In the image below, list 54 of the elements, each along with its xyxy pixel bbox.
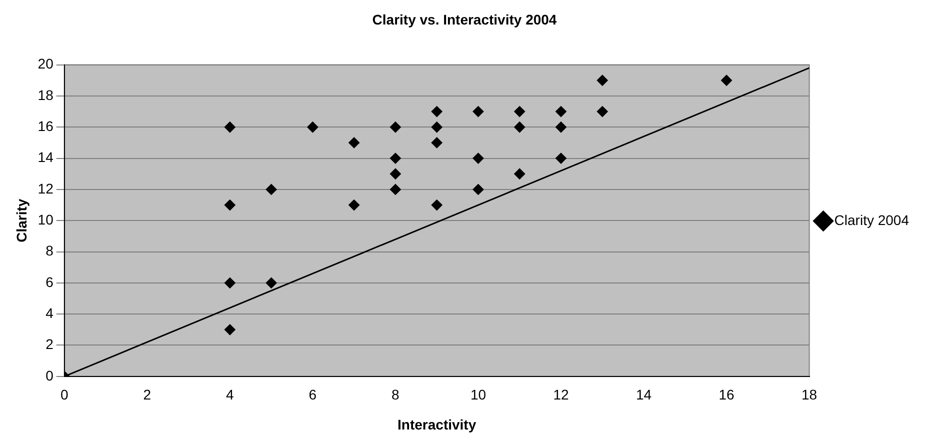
x-tick-label: 8 bbox=[392, 386, 400, 403]
x-tick-label: 14 bbox=[636, 386, 652, 403]
y-tick-label: 4 bbox=[46, 304, 54, 321]
x-tick-label: 16 bbox=[718, 386, 735, 403]
point bbox=[224, 324, 236, 336]
point bbox=[514, 122, 526, 133]
point bbox=[431, 137, 442, 148]
x-tick-label: 0 bbox=[60, 386, 68, 403]
point bbox=[431, 200, 442, 211]
point bbox=[514, 106, 526, 118]
y-tick-label: 2 bbox=[46, 336, 54, 352]
point bbox=[431, 106, 442, 118]
point bbox=[472, 152, 484, 164]
point bbox=[348, 200, 360, 211]
x-tick-label: 18 bbox=[802, 386, 818, 403]
x-tick-label: 10 bbox=[470, 386, 486, 403]
point bbox=[390, 122, 401, 133]
y-tick-label: 0 bbox=[46, 367, 54, 384]
point bbox=[390, 168, 401, 180]
point bbox=[224, 200, 236, 211]
chart-title: Clarity vs. Interactivity 2004 bbox=[372, 11, 557, 28]
point bbox=[431, 122, 442, 133]
x-tick-label: 12 bbox=[553, 386, 569, 403]
y-tick-label: 12 bbox=[38, 180, 54, 196]
y-tick-label: 10 bbox=[38, 211, 54, 228]
point bbox=[348, 137, 360, 148]
y-tick-label: 20 bbox=[38, 56, 54, 72]
y-tick-label: 18 bbox=[38, 86, 54, 103]
point bbox=[721, 74, 732, 86]
point bbox=[224, 122, 236, 133]
x-tick-label: 6 bbox=[308, 386, 317, 403]
y-tick-label: 8 bbox=[46, 242, 54, 259]
point bbox=[472, 184, 484, 195]
point bbox=[555, 106, 566, 118]
point bbox=[390, 152, 401, 164]
point bbox=[266, 277, 277, 288]
point bbox=[514, 168, 526, 180]
point bbox=[596, 106, 608, 118]
point bbox=[224, 277, 236, 288]
point bbox=[555, 122, 566, 133]
x-tick-label: 2 bbox=[143, 386, 152, 403]
point bbox=[555, 152, 566, 164]
point bbox=[390, 184, 401, 195]
point bbox=[472, 106, 484, 118]
x-axis-title: Interactivity bbox=[398, 416, 476, 432]
point bbox=[596, 74, 608, 86]
point bbox=[307, 122, 318, 133]
point bbox=[266, 184, 277, 195]
y-axis-title: Clarity bbox=[13, 198, 30, 242]
y-tick-label: 16 bbox=[38, 118, 54, 134]
legend-label: Clarity 2004 bbox=[834, 212, 910, 228]
y-tick-label: 6 bbox=[46, 274, 54, 290]
x-tick-label: 4 bbox=[226, 386, 234, 403]
y-tick-label: 14 bbox=[38, 149, 54, 166]
